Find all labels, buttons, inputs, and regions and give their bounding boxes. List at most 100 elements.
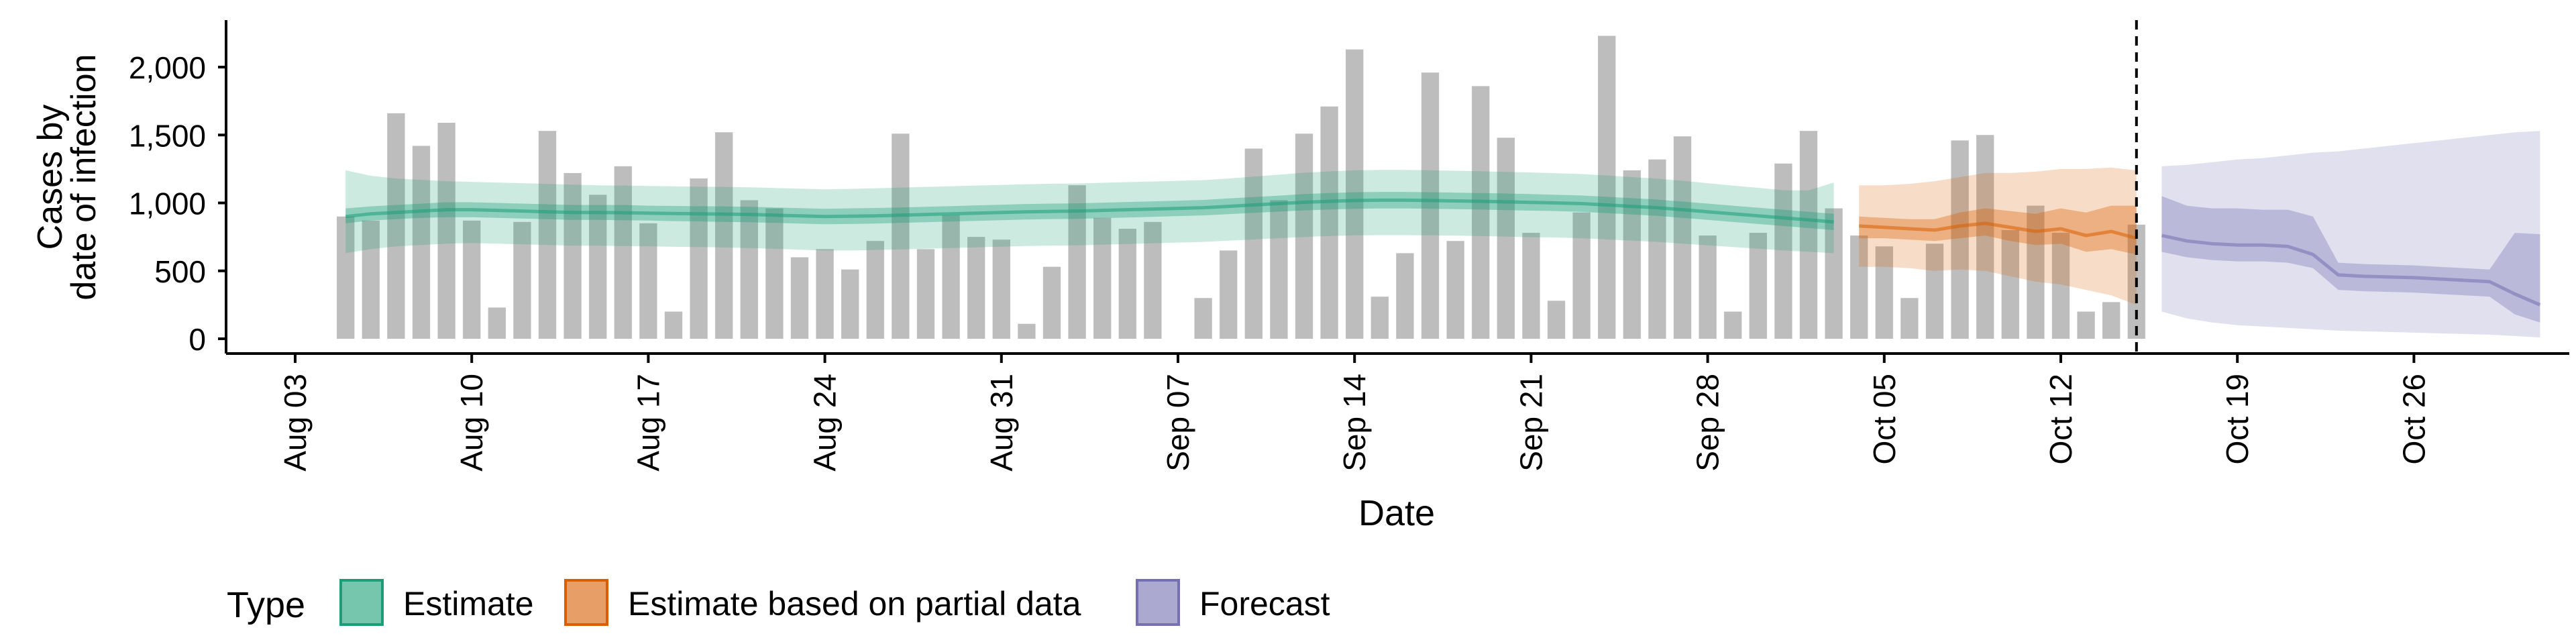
bar [942,215,960,339]
bar [1724,311,1742,339]
x-tick-label: Aug 17 [631,374,665,472]
forecast-ci50-band [2161,196,2540,323]
bar [1699,235,1717,339]
bar [1346,49,1364,339]
bar [967,237,985,339]
estimate-median-line [345,198,1834,224]
legend-key [1136,579,1180,626]
x-tick-label: Aug 10 [454,374,489,472]
bar [1396,253,1414,339]
bar [992,239,1010,339]
y-axis-label-line1: Cases by [31,105,70,250]
bar [1093,217,1112,339]
legend-label: Estimate [403,585,534,623]
bar [337,216,355,339]
bar [1042,266,1061,339]
bar [1497,138,1515,339]
bar [1018,323,1036,339]
bar [1144,221,1162,339]
bar [1875,246,1893,339]
forecast-median-line [2161,233,2541,307]
partial-ci90-band [1859,167,2137,305]
bar [664,311,683,339]
partial-ci50-band [1859,205,2137,255]
bar [1951,140,1969,339]
x-tick-label: Oct 05 [1867,374,1902,465]
bar [841,269,859,339]
bar [362,220,380,339]
bar [1648,159,1666,339]
bar [2077,311,2095,339]
y-tick-label: 0 [189,322,206,357]
bar [437,123,455,339]
bar [1572,212,1591,339]
bars-layer [337,36,2145,339]
bar [765,208,784,339]
bar [1446,241,1464,339]
x-axis-label: Date [1358,493,1435,533]
partial-median-line [1859,221,2137,240]
legend-label: Forecast [1199,585,1330,623]
bar [1421,72,1440,339]
x-tick-label: Sep 14 [1337,374,1372,472]
bar [614,166,632,339]
legend-key [339,579,384,626]
bar [1194,298,1212,339]
bar [1774,163,1792,339]
x-tick-label: Oct 19 [2220,374,2255,465]
legend: Type Estimate Estimate based on partial d… [227,579,1330,626]
y-axis-label-line2: date of infection [64,54,103,300]
x-tick-label: Oct 12 [2043,374,2078,465]
bar [1522,233,1540,339]
x-tick-label: Sep 07 [1161,374,1195,472]
x-tick-label: Sep 21 [1513,374,1548,472]
bar [1825,208,1843,339]
bar [1320,106,1338,339]
x-tick-label: Aug 31 [984,374,1019,472]
bar [1925,244,1944,339]
y-tick-label: 2,000 [129,50,206,85]
bar [2051,233,2070,339]
y-axis-label: Cases by date of infection [31,54,103,300]
bar [690,178,708,339]
bar [816,249,834,339]
axes-layer: 0 500 1,000 1,500 2,000 Aug 03 Aug 10 Aug 17 Aug… [129,20,2569,472]
x-tick-label: Sep 28 [1690,374,1725,472]
bar [1673,136,1692,339]
bar [1598,36,1616,339]
y-tick-label: 500 [154,254,206,289]
bar [1220,250,1238,339]
bar [715,132,733,339]
bar [463,220,481,339]
bar [1749,233,1767,339]
bar [2001,230,2019,339]
bar [1371,297,1389,339]
y-tick-label: 1,000 [129,186,206,221]
ribbons-layer [345,131,2541,337]
bar [538,131,557,339]
bar [639,223,657,339]
bar [1850,235,1868,339]
legend-label: Estimate based on partial data [628,585,1081,623]
legend-title: Type [227,585,305,625]
x-tick-label: Oct 26 [2396,374,2431,465]
bar [1799,131,1818,339]
legend-key [564,579,608,626]
bar [1244,148,1263,339]
bar [513,221,531,339]
y-tick-label: 1,500 [129,118,206,153]
x-tick-label: Aug 24 [808,374,843,472]
bar [412,146,431,339]
bar [790,257,809,339]
bar [740,200,758,339]
x-tick-label: Aug 03 [278,374,313,472]
bar [488,307,506,339]
bar [892,133,910,339]
bar [916,249,935,339]
bar [1547,301,1566,339]
bar [866,241,884,339]
bar [2102,302,2121,339]
bar [1623,170,1641,339]
